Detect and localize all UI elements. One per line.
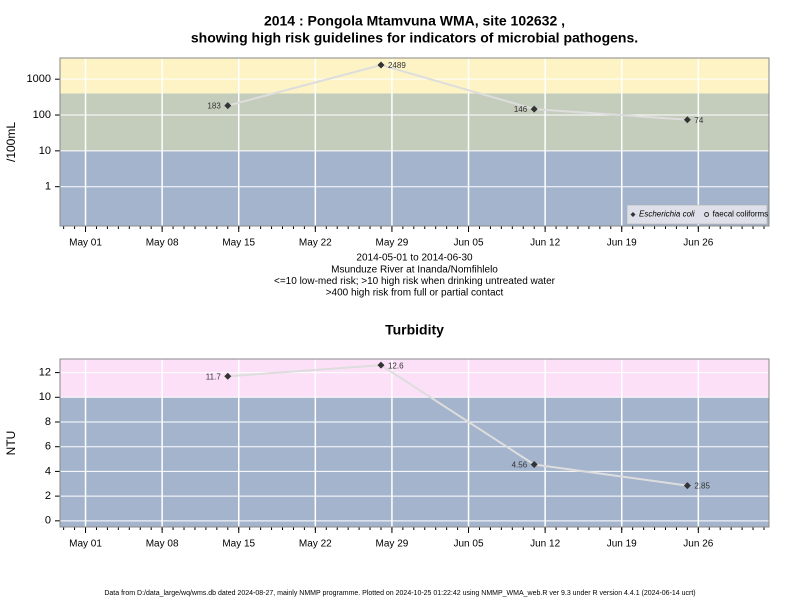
y-tick-label: 12 xyxy=(39,366,51,378)
y-tick-label: 1000 xyxy=(27,73,51,85)
chart-note: 2014-05-01 to 2014-06-30 xyxy=(356,253,473,264)
x-tick-label: Jun 12 xyxy=(530,539,560,550)
y-tick-label: 4 xyxy=(45,465,51,477)
plot-frame xyxy=(59,57,770,227)
chart-note: Msunduze River at Inanda/Nomfihlelo xyxy=(331,264,498,275)
x-tick-label: Jun 05 xyxy=(454,238,484,249)
data-label: 12.6 xyxy=(388,361,404,370)
risk-band xyxy=(60,397,769,527)
data-label: 2489 xyxy=(388,61,406,70)
y-tick-label: 10 xyxy=(39,145,51,157)
x-tick-label: May 01 xyxy=(69,539,102,550)
x-tick-label: Jun 19 xyxy=(607,539,637,550)
chart-note: <=10 low-med risk; >10 high risk when dr… xyxy=(274,276,556,287)
risk-band xyxy=(60,359,769,398)
x-tick-label: Jun 12 xyxy=(530,238,560,249)
x-tick-label: Jun 05 xyxy=(454,539,484,550)
data-label: 4.56 xyxy=(512,461,528,470)
x-tick-label: Jun 26 xyxy=(683,238,713,249)
data-label: 74 xyxy=(694,116,703,125)
x-tick-label: May 15 xyxy=(222,238,255,249)
y-tick-label: 0 xyxy=(45,515,51,527)
x-tick-label: May 08 xyxy=(146,539,179,550)
y-tick-label: 2 xyxy=(45,490,51,502)
series-line xyxy=(227,364,688,487)
legend-marker xyxy=(630,212,636,217)
legend-marker xyxy=(704,212,710,217)
x-tick-label: May 29 xyxy=(376,238,409,249)
risk-band xyxy=(60,93,769,151)
data-point xyxy=(530,105,538,113)
y-tick-label: 100 xyxy=(33,109,51,121)
data-point xyxy=(224,372,232,380)
legend-box xyxy=(626,204,768,225)
chart-title: showing high risk guidelines for indicat… xyxy=(191,30,638,46)
data-point xyxy=(377,61,385,69)
x-tick-label: May 08 xyxy=(146,238,179,249)
data-point xyxy=(224,102,232,110)
chart-title: Turbidity xyxy=(385,322,444,338)
series-line xyxy=(227,63,688,121)
footer: Data from D:/data_large/wq/wms.db dated … xyxy=(104,590,695,597)
y-axis-label: /100mL xyxy=(4,122,18,162)
x-tick-label: May 29 xyxy=(376,539,409,550)
data-point xyxy=(377,361,385,369)
x-tick-label: May 22 xyxy=(299,539,332,550)
data-label: 146 xyxy=(514,105,528,114)
risk-band xyxy=(60,58,769,94)
y-tick-label: 6 xyxy=(45,441,51,453)
plot-frame xyxy=(59,358,770,528)
chart-note: >400 high risk from full or partial cont… xyxy=(326,288,504,299)
chart-title: 2014 : Pongola Mtamvuna WMA, site 102632… xyxy=(264,13,565,29)
y-tick-label: 10 xyxy=(39,391,51,403)
y-axis-label: NTU xyxy=(4,431,18,456)
data-point xyxy=(683,116,691,124)
legend-label: Escherichia coli xyxy=(639,210,695,219)
data-point xyxy=(683,482,691,490)
y-tick-label: 1 xyxy=(45,181,51,193)
x-tick-label: Jun 19 xyxy=(607,238,637,249)
x-tick-label: May 01 xyxy=(69,238,102,249)
y-tick-label: 8 xyxy=(45,416,51,428)
data-label: 183 xyxy=(207,102,221,111)
data-label: 2.85 xyxy=(694,482,710,491)
x-tick-label: Jun 26 xyxy=(683,539,713,550)
x-tick-label: May 22 xyxy=(299,238,332,249)
legend-label: faecal coliforms xyxy=(713,210,769,219)
data-point xyxy=(530,460,538,468)
x-tick-label: May 15 xyxy=(222,539,255,550)
data-label: 11.7 xyxy=(206,372,222,381)
